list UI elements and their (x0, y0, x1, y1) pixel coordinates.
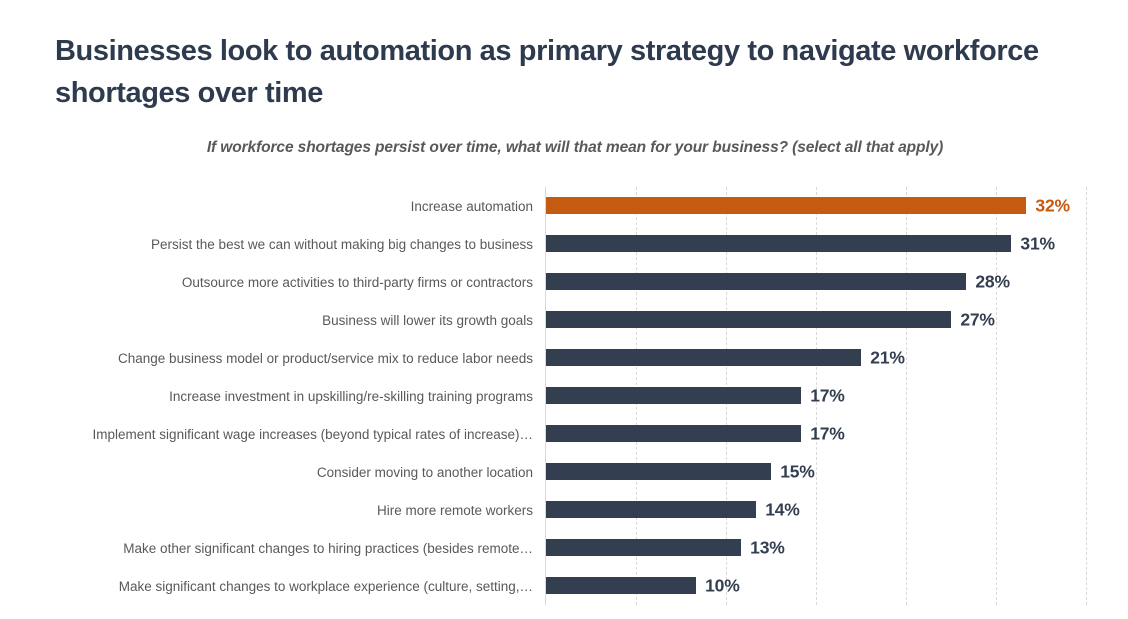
bar (546, 273, 967, 290)
category-label: Outsource more activities to third-party… (181, 274, 533, 290)
value-label: 10% (705, 575, 740, 596)
value-label: 14% (765, 499, 800, 520)
value-label: 31% (1020, 233, 1055, 254)
bar-track: 31% (545, 225, 1105, 263)
bar-track: 14% (545, 491, 1105, 529)
value-label: 15% (780, 461, 815, 482)
bar-track: 10% (545, 567, 1105, 605)
vertical-gridline (996, 187, 998, 605)
bar-rows: Increase automation 32% Persist the best w… (0, 187, 1105, 605)
bar (546, 463, 772, 480)
value-label: 27% (960, 309, 995, 330)
category-label: Consider moving to another location (316, 464, 533, 480)
bar-track: 21% (545, 339, 1105, 377)
bar (546, 387, 802, 404)
vertical-gridline (1086, 187, 1088, 605)
chart-row: Make other significant changes to hiring… (0, 529, 1105, 567)
bar (546, 235, 1012, 252)
category-label: Make significant changes to workplace ex… (118, 578, 533, 594)
bar-track: 15% (545, 453, 1105, 491)
chart-row: Consider moving to another location 15% (0, 453, 1105, 491)
category-label: Implement significant wage increases (be… (92, 426, 533, 442)
bar (546, 349, 862, 366)
bar-track: 27% (545, 301, 1105, 339)
bar-highlighted (546, 197, 1027, 214)
value-label: 21% (870, 347, 905, 368)
bar (546, 311, 952, 328)
bar (546, 425, 802, 442)
bar-track: 17% (545, 415, 1105, 453)
chart-row: Make significant changes to workplace ex… (0, 567, 1105, 605)
chart-subtitle: If workforce shortages persist over time… (206, 139, 944, 156)
bar-chart: Increase automation 32% Persist the best w… (0, 187, 1105, 605)
category-label: Business will lower its growth goals (322, 312, 533, 328)
bar-track: 17% (545, 377, 1105, 415)
category-label: Increase investment in upskilling/re-ski… (169, 388, 533, 404)
category-label: Persist the best we can without making b… (151, 236, 533, 252)
bar (546, 539, 742, 556)
chart-row: Implement significant wage increases (be… (0, 415, 1105, 453)
value-label: 32% (1035, 195, 1070, 216)
category-label: Make other significant changes to hiring… (123, 540, 533, 556)
bar-track: 32% (545, 187, 1105, 225)
value-label: 13% (750, 537, 785, 558)
chart-row: Outsource more activities to third-party… (0, 263, 1105, 301)
bar-track: 13% (545, 529, 1105, 567)
chart-row: Increase automation 32% (0, 187, 1105, 225)
value-label: 17% (810, 423, 845, 444)
vertical-gridline (906, 187, 908, 605)
category-label: Hire more remote workers (376, 502, 533, 518)
chart-row: Increase investment in upskilling/re-ski… (0, 377, 1105, 415)
vertical-gridline (816, 187, 818, 605)
chart-row: Change business model or product/service… (0, 339, 1105, 377)
chart-row: Hire more remote workers 14% (0, 491, 1105, 529)
value-label: 28% (975, 271, 1010, 292)
category-label: Change business model or product/service… (118, 350, 533, 366)
bar (546, 501, 757, 518)
bar-track: 28% (545, 263, 1105, 301)
chart-row: Business will lower its growth goals 27% (0, 301, 1105, 339)
value-label: 17% (810, 385, 845, 406)
category-label: Increase automation (410, 198, 533, 214)
chart-title: Businesses look to automation as primary… (55, 35, 1039, 109)
chart-row: Persist the best we can without making b… (0, 225, 1105, 263)
bar (546, 577, 697, 594)
